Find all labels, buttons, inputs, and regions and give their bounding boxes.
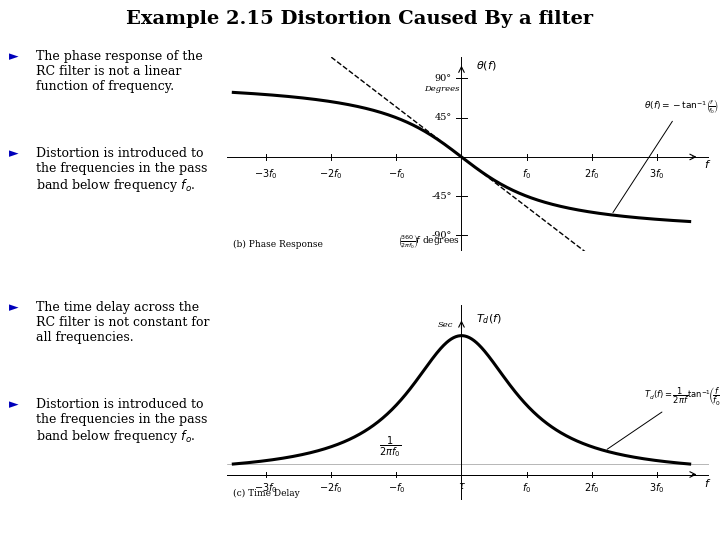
Text: (b) Phase Response: (b) Phase Response xyxy=(233,240,323,249)
Text: ►: ► xyxy=(9,147,19,160)
Text: $\tau$: $\tau$ xyxy=(457,482,465,491)
Text: Distortion is introduced to
the frequencies in the pass
band below frequency $f_: Distortion is introduced to the frequenc… xyxy=(36,147,207,194)
Text: $-3f_0$: $-3f_0$ xyxy=(254,482,278,495)
Text: (c) Time Delay: (c) Time Delay xyxy=(233,489,300,498)
Text: -45°: -45° xyxy=(431,192,451,201)
Text: $-f_0$: $-f_0$ xyxy=(387,167,405,181)
Text: 90°: 90° xyxy=(435,74,451,83)
Text: Degrees: Degrees xyxy=(424,85,459,93)
Text: $-2f_0$: $-2f_0$ xyxy=(319,482,343,495)
Text: $\left(\!\frac{360}{2\pi f_0}\!\right)\!f$ degrees: $\left(\!\frac{360}{2\pi f_0}\!\right)\!… xyxy=(398,233,460,251)
Text: Example 2.15 Distortion Caused By a filter: Example 2.15 Distortion Caused By a filt… xyxy=(127,10,593,28)
Text: ►: ► xyxy=(9,50,19,63)
Text: ►: ► xyxy=(9,301,19,314)
Text: Sec: Sec xyxy=(438,321,453,328)
Text: $-f_0$: $-f_0$ xyxy=(387,482,405,495)
Text: ►: ► xyxy=(9,398,19,411)
Text: 45°: 45° xyxy=(435,113,451,122)
Text: $f$: $f$ xyxy=(704,477,711,489)
Text: $f_0$: $f_0$ xyxy=(522,482,531,495)
Text: $2f_0$: $2f_0$ xyxy=(584,482,600,495)
Text: $2f_0$: $2f_0$ xyxy=(584,167,600,181)
Text: The phase response of the
RC filter is not a linear
function of frequency.: The phase response of the RC filter is n… xyxy=(36,50,203,93)
Text: The time delay across the
RC filter is not constant for
all frequencies.: The time delay across the RC filter is n… xyxy=(36,301,210,344)
Text: $T_d(f) = \dfrac{1}{2\pi f}\tan^{-1}\!\!\left(\!\dfrac{f}{f_0}\!\right)$: $T_d(f) = \dfrac{1}{2\pi f}\tan^{-1}\!\!… xyxy=(607,386,720,449)
Text: $\dfrac{1}{2\pi f_0}$: $\dfrac{1}{2\pi f_0}$ xyxy=(379,434,401,459)
Text: Distortion is introduced to
the frequencies in the pass
band below frequency $f_: Distortion is introduced to the frequenc… xyxy=(36,398,207,446)
Text: -90°: -90° xyxy=(431,231,451,240)
Text: $-2f_0$: $-2f_0$ xyxy=(319,167,343,181)
Text: $T_d(f)$: $T_d(f)$ xyxy=(476,312,502,326)
Text: $3f_0$: $3f_0$ xyxy=(649,482,665,495)
Text: $\theta(f) = -\tan^{-1}\!\left(\!\frac{f}{f_0}\!\right)$: $\theta(f) = -\tan^{-1}\!\left(\!\frac{f… xyxy=(613,98,719,213)
Text: $f_0$: $f_0$ xyxy=(522,167,531,181)
Text: $-3f_0$: $-3f_0$ xyxy=(254,167,278,181)
Text: $\theta(f)$: $\theta(f)$ xyxy=(476,59,496,72)
Text: $f$: $f$ xyxy=(704,158,711,170)
Text: $3f_0$: $3f_0$ xyxy=(649,167,665,181)
